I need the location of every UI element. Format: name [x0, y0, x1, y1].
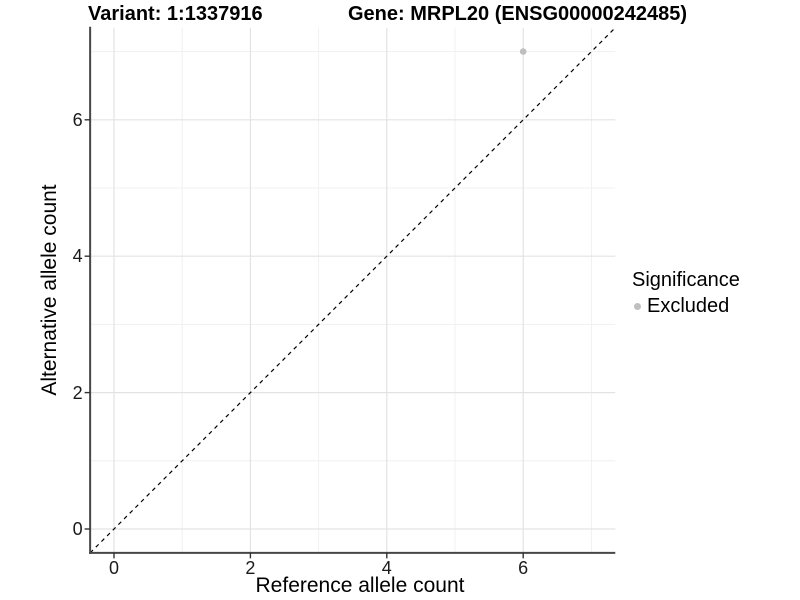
identity-dashed-line — [89, 27, 616, 554]
legend: Significance Excluded — [632, 268, 740, 318]
x-axis-title: Reference allele count — [255, 574, 465, 597]
x-tick-label: 4 — [381, 557, 392, 578]
x-tick-label: 2 — [245, 557, 256, 578]
y-axis-title: Alternative allele count — [38, 184, 61, 396]
legend-item-excluded: Excluded — [632, 294, 740, 318]
legend-point-icon — [634, 302, 641, 310]
plot-title-variant: Variant: 1:1337916 — [88, 3, 263, 25]
legend-title: Significance — [632, 269, 740, 291]
plot-title-gene: Gene: MRPL20 (ENSG00000242485) — [348, 3, 688, 25]
legend-item-label: Excluded — [647, 295, 730, 317]
y-tick-label: 4 — [72, 246, 83, 267]
y-tick-label: 6 — [72, 109, 83, 130]
data-point — [519, 48, 527, 55]
y-tick-label: 0 — [72, 519, 83, 539]
x-tick-label: 0 — [108, 557, 120, 578]
y-tick-label: 2 — [72, 382, 83, 403]
x-tick-label: 6 — [518, 557, 529, 578]
